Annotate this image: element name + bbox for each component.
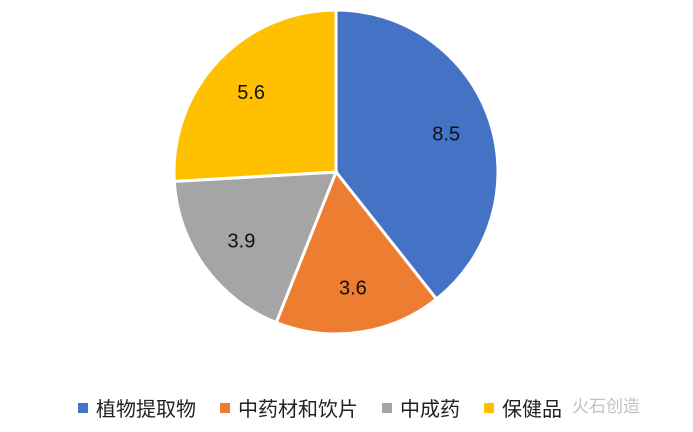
- legend-item-health-products: 保健品: [484, 393, 562, 422]
- data-label: 8.5: [432, 124, 460, 146]
- legend-swatch: [382, 402, 392, 413]
- legend-label: 保健品: [502, 397, 562, 421]
- data-label: 3.9: [228, 230, 256, 252]
- watermark: 火石创造: [572, 397, 640, 417]
- legend-swatch: [78, 402, 88, 413]
- legend-item-herbal-pieces: 中药材和饮片: [220, 393, 358, 422]
- pie-slice: [274, 169, 439, 336]
- pie-slice: [172, 170, 339, 325]
- pie-chart: 8.5 3.6 3.9 5.6: [172, 8, 500, 336]
- pie-slice: [172, 8, 338, 184]
- data-label: 3.6: [339, 277, 367, 299]
- legend-label: 植物提取物: [96, 397, 196, 421]
- legend-item-plant-extract: 植物提取物: [78, 393, 196, 422]
- legend-label: 中成药: [400, 397, 460, 421]
- legend-swatch: [484, 402, 494, 413]
- data-label: 5.6: [237, 82, 265, 104]
- legend: 植物提取物 中药材和饮片 中成药 保健品: [78, 393, 586, 422]
- legend-item-chinese-patent-medicine: 中成药: [382, 393, 460, 422]
- pie-slice: [334, 8, 500, 302]
- legend-swatch: [220, 402, 230, 413]
- legend-label: 中药材和饮片: [238, 397, 358, 421]
